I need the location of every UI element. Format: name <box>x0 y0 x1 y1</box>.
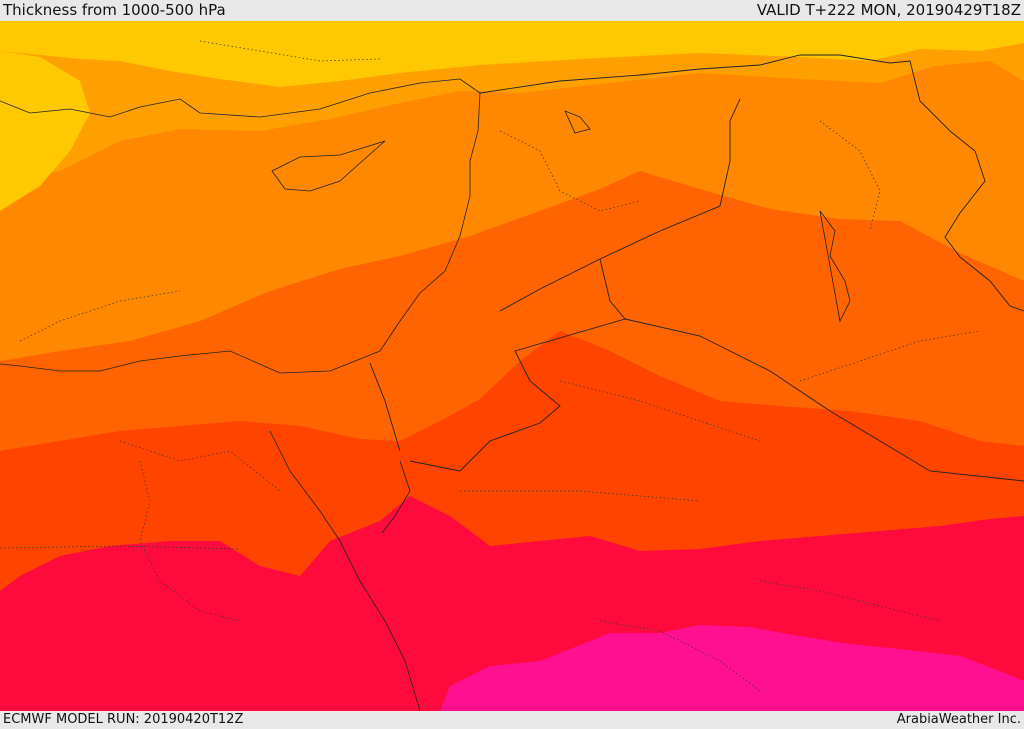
thickness-map[interactable] <box>0 21 1024 711</box>
thickness-band-1-west <box>0 51 90 211</box>
thickness-band-1 <box>0 21 1024 87</box>
admin-boundaries <box>0 40 981 692</box>
map-canvas <box>0 21 1024 711</box>
header-bar: Thickness from 1000-500 hPa VALID T+222 … <box>0 0 1024 21</box>
model-run-label: ECMWF MODEL RUN: 20190420T12Z <box>3 712 244 727</box>
coastlines <box>0 78 851 711</box>
valid-time-label: VALID T+222 MON, 20190429T18Z <box>756 1 1021 19</box>
credit-label: ArabiaWeather Inc. <box>896 712 1021 727</box>
map-title: Thickness from 1000-500 hPa <box>3 1 226 19</box>
country-borders <box>369 54 1024 482</box>
footer-bar: ECMWF MODEL RUN: 20190420T12Z ArabiaWeat… <box>0 711 1024 729</box>
thickness-band-7 <box>440 625 1024 711</box>
